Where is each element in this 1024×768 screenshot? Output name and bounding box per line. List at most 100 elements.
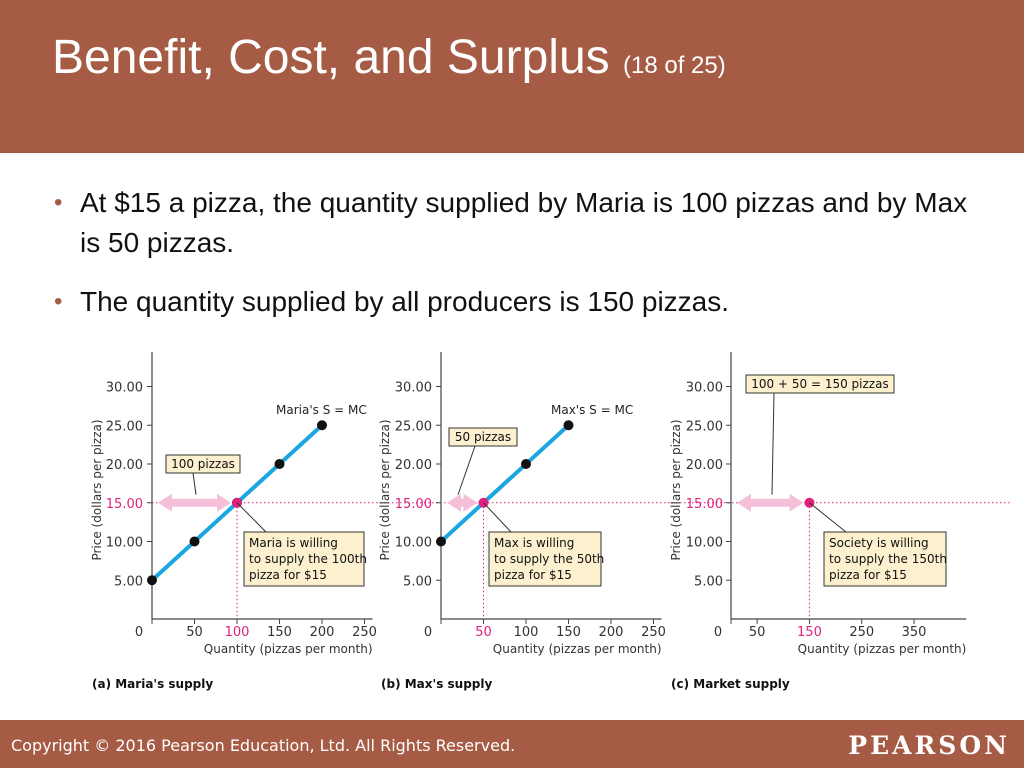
- supply-point: [147, 575, 157, 586]
- chart-panel: 5.00 10.00 15.00 20.00 25.00 30.00 0 50 100 150 20…: [90, 352, 377, 691]
- quantity-arrow-shaft: [457, 498, 468, 507]
- point-callout-text: Maria is willing: [249, 536, 338, 550]
- y-tick-label: 20.00: [686, 458, 723, 473]
- y-tick-label: 20.00: [395, 458, 432, 473]
- y-tick-label: 5.00: [403, 574, 432, 589]
- callout-leader-line: [809, 502, 847, 533]
- arrow-head-left-icon: [158, 493, 172, 512]
- y-tick-label: 25.00: [686, 419, 723, 434]
- y-tick-label: 30.00: [106, 381, 143, 396]
- x-tick-label: 150: [797, 625, 822, 640]
- x-tick-label: 50: [186, 625, 203, 640]
- point-callout-text: to supply the 100th: [249, 552, 367, 566]
- point-callout-box: [823, 531, 947, 587]
- y-tick-label: 25.00: [106, 419, 143, 434]
- x-tick-label: 350: [902, 625, 927, 640]
- panel-caption: (a) Maria's supply: [92, 677, 213, 691]
- callout-leader-line: [192, 472, 197, 495]
- quantity-callout-text: 100 pizzas: [171, 457, 235, 471]
- chart-panel: 5.00 10.00 15.00 20.00 25.00 30.00 0 50 150 250 35…: [669, 352, 967, 691]
- point-callout-text: pizza for $15: [829, 568, 907, 582]
- y-tick-label: 15.00: [106, 497, 143, 512]
- y-tick-label: 10.00: [106, 536, 143, 551]
- quantity-callout-text: 50 pizzas: [455, 430, 511, 444]
- bullet-text: At $15 a pizza, the quantity supplied by…: [80, 187, 968, 258]
- series-label: Maria's S = MC: [276, 403, 367, 417]
- bullet-list: • At $15 a pizza, the quantity supplied b…: [52, 183, 992, 341]
- x-tick-label: 100: [514, 625, 539, 640]
- arrow-head-right-icon: [789, 493, 804, 512]
- x-tick-label: 50: [475, 625, 492, 640]
- quantity-arrow-shaft: [168, 498, 221, 507]
- quantity-callout-box: [448, 427, 518, 447]
- y-tick-label: 25.00: [395, 419, 432, 434]
- y-tick-label: 10.00: [395, 536, 432, 551]
- slide-footer: Copyright © 2016 Pearson Education, Ltd.…: [0, 720, 1024, 768]
- arrow-head-right-icon: [217, 493, 231, 512]
- point-callout-box: [488, 531, 602, 587]
- supply-point: [274, 459, 285, 469]
- y-axis-label: Price (dollars per pizza): [669, 419, 683, 560]
- x-tick-label: 0: [135, 625, 143, 640]
- y-tick-label: 10.00: [686, 536, 723, 551]
- y-tick-label: 30.00: [686, 381, 723, 396]
- point-callout-text: to supply the 50th: [494, 552, 604, 566]
- callout-leader-line: [457, 445, 476, 495]
- supply-point: [189, 536, 200, 547]
- slide-title: Benefit, Cost, and Surplus (18 of 25): [52, 30, 726, 85]
- bullet-icon: •: [54, 189, 63, 216]
- point-callout-text: pizza for $15: [494, 568, 572, 582]
- x-tick-label: 50: [749, 625, 766, 640]
- x-tick-label: 250: [849, 625, 874, 640]
- x-axis-label: Quantity (pizzas per month): [204, 642, 373, 656]
- point-callout-box: [243, 531, 365, 587]
- y-axis-label: Price (dollars per pizza): [90, 419, 104, 560]
- quantity-callout-text: 100 + 50 = 150 pizzas: [751, 377, 888, 391]
- point-callout-text: to supply the 150th: [829, 552, 947, 566]
- x-tick-label: 0: [424, 625, 432, 640]
- y-axis-label: Price (dollars per pizza): [378, 419, 392, 560]
- bullet-text: The quantity supplied by all producers i…: [80, 286, 730, 317]
- slide-counter: (18 of 25): [623, 52, 726, 79]
- y-tick-label: 5.00: [694, 574, 723, 589]
- x-tick-label: 100: [225, 625, 250, 640]
- point-callout-text: Society is willing: [829, 536, 929, 550]
- x-tick-label: 200: [599, 625, 624, 640]
- arrow-head-right-icon: [463, 493, 478, 512]
- supply-point: [436, 536, 446, 547]
- bullet-item: • At $15 a pizza, the quantity supplied b…: [52, 183, 992, 263]
- x-tick-label: 250: [641, 625, 666, 640]
- y-tick-label: 15.00: [395, 497, 432, 512]
- x-tick-label: 150: [267, 625, 292, 640]
- slide-header: Benefit, Cost, and Surplus (18 of 25): [0, 0, 1024, 153]
- arrow-head-left-icon: [447, 493, 461, 512]
- copyright-text: Copyright © 2016 Pearson Education, Ltd.…: [11, 736, 516, 755]
- y-tick-label: 20.00: [106, 458, 143, 473]
- bullet-icon: •: [54, 288, 63, 315]
- x-tick-label: 0: [714, 625, 722, 640]
- y-tick-label: 30.00: [395, 381, 432, 396]
- x-tick-label: 250: [352, 625, 377, 640]
- supply-charts: 5.00 10.00 15.00 20.00 25.00 30.00 0 50 100 150 20…: [90, 352, 1010, 691]
- bullet-item: • The quantity supplied by all producers …: [52, 282, 992, 322]
- callout-leader-line: [483, 502, 512, 533]
- quantity-callout-box: [165, 454, 241, 474]
- point-callout-text: pizza for $15: [249, 568, 327, 582]
- supply-point: [317, 420, 327, 431]
- x-axis-label: Quantity (pizzas per month): [493, 642, 662, 656]
- quantity-arrow-shaft: [747, 498, 794, 507]
- series-label: Max's S = MC: [551, 403, 633, 417]
- pearson-logo: PEARSON: [848, 731, 1010, 760]
- slide-title-text: Benefit, Cost, and Surplus: [52, 31, 610, 84]
- callout-leader-line: [236, 502, 267, 533]
- point-callout-text: Max is willing: [494, 536, 574, 550]
- panel-caption: (b) Max's supply: [381, 677, 492, 691]
- x-tick-label: 150: [556, 625, 581, 640]
- x-tick-label: 200: [310, 625, 335, 640]
- supply-point: [563, 420, 574, 431]
- x-axis-label: Quantity (pizzas per month): [798, 642, 967, 656]
- supply-curve-line: [439, 423, 570, 543]
- supply-point: [521, 459, 531, 469]
- quantity-callout-box: [745, 374, 895, 394]
- panel-caption: (c) Market supply: [671, 677, 790, 691]
